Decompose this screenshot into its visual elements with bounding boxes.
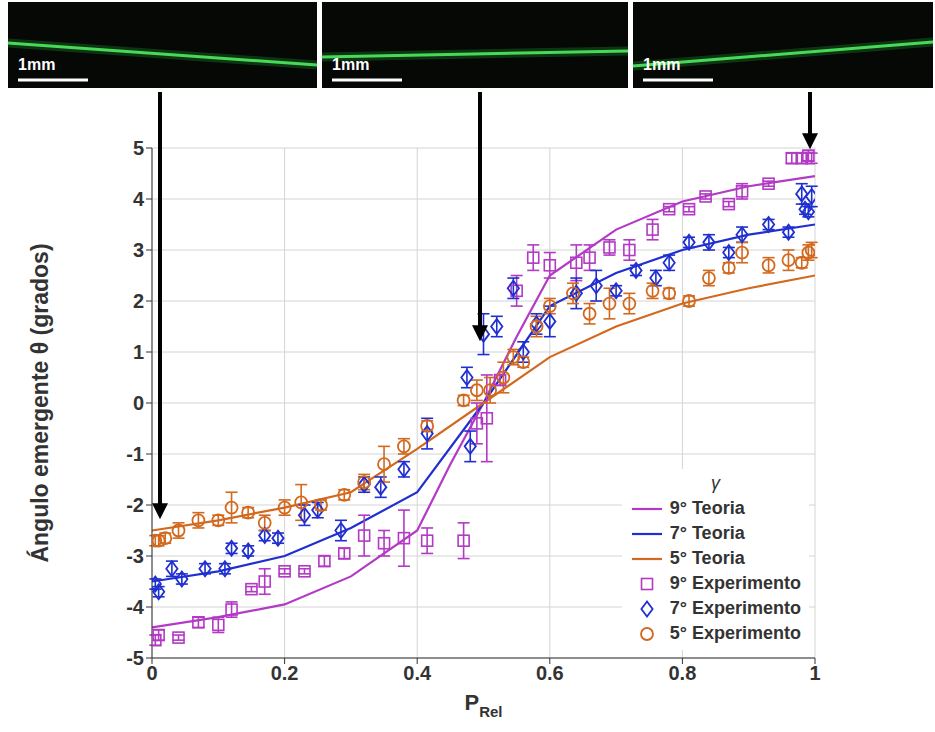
svg-text:1: 1 (133, 341, 144, 363)
html-text:9° Experimento: 9° Experimento (669, 573, 801, 593)
svg-text:0.8: 0.8 (668, 662, 696, 684)
html-text:1mm: 1mm (643, 56, 681, 73)
svg-text:-5: -5 (126, 647, 144, 669)
svg-text:1: 1 (809, 662, 820, 684)
svg-text:3: 3 (133, 239, 144, 261)
html-text:9° Teoria: 9° Teoria (669, 498, 745, 518)
svg-text:-1: -1 (126, 443, 144, 465)
html-text:7° Experimento: 7° Experimento (669, 598, 801, 618)
svg-text:2: 2 (133, 290, 144, 312)
html-text:5° Teoria: 5° Teoria (669, 548, 745, 568)
svg-text:0.6: 0.6 (536, 662, 564, 684)
html-text:1mm: 1mm (18, 56, 56, 73)
svg-text:0.4: 0.4 (403, 662, 432, 684)
svg-text:0: 0 (133, 392, 144, 414)
html-text:7° Teoria: 7° Teoria (669, 523, 745, 543)
svg-text:0.2: 0.2 (271, 662, 299, 684)
svg-text:-2: -2 (126, 494, 144, 516)
html-text:γ: γ (710, 473, 720, 493)
svg-text:PRel: PRel (464, 690, 502, 720)
svg-text:Ángulo emergente θ (grados): Ángulo emergente θ (grados) (26, 243, 53, 562)
svg-text:5: 5 (133, 137, 144, 159)
svg-text:4: 4 (133, 188, 145, 210)
svg-text:-4: -4 (126, 596, 145, 618)
svg-text:0: 0 (146, 662, 157, 684)
svg-text:-3: -3 (126, 545, 144, 567)
html-text:5° Experimento: 5° Experimento (669, 623, 801, 643)
html-text:1mm: 1mm (332, 56, 370, 73)
